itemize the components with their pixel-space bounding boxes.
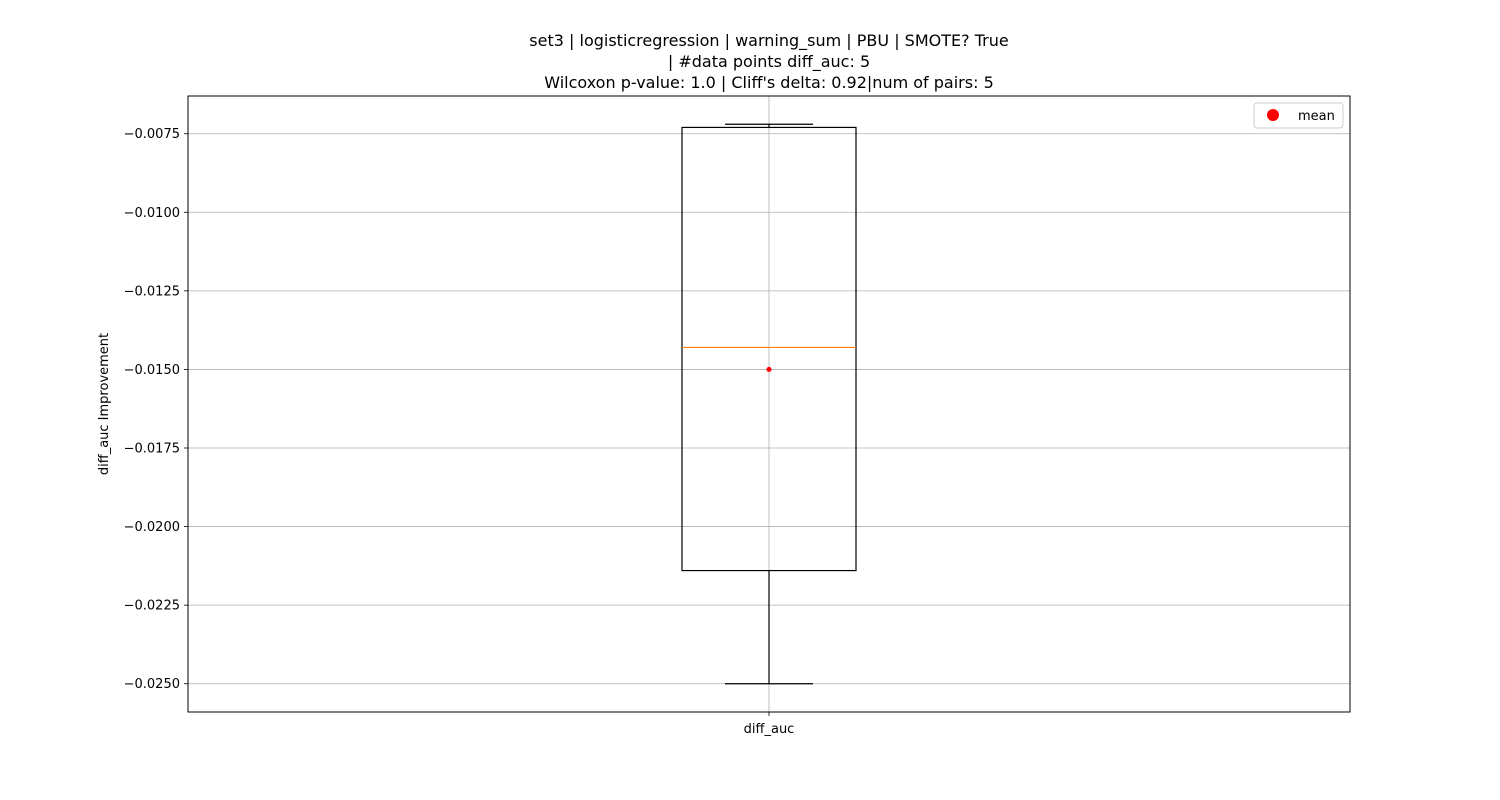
y-tick-label: −0.0250 bbox=[124, 677, 180, 692]
x-tick-label: diff_auc bbox=[744, 722, 795, 737]
tick-layer: −0.0075 −0.0100 −0.0125 −0.0150 −0.0175 −0.02… bbox=[124, 127, 795, 737]
interquartile-box bbox=[681, 126, 857, 572]
y-tick-label: −0.0075 bbox=[124, 127, 180, 142]
y-tick-label: −0.0150 bbox=[124, 363, 180, 378]
box-layer bbox=[681, 123, 857, 685]
y-tick-label: −0.0100 bbox=[124, 206, 180, 221]
legend-mean-label: mean bbox=[1298, 109, 1335, 124]
mean-marker bbox=[766, 366, 772, 372]
y-tick-label: −0.0175 bbox=[124, 442, 180, 457]
chart-title-line-3: Wilcoxon p-value: 1.0 | Cliff's delta: 0… bbox=[544, 73, 994, 92]
legend: mean bbox=[1253, 102, 1344, 129]
legend-mean-marker bbox=[1267, 109, 1279, 121]
chart-title-line-1: set3 | logisticregression | warning_sum … bbox=[529, 31, 1008, 51]
y-tick-label: −0.0125 bbox=[124, 284, 180, 299]
plot-area-frame bbox=[187, 95, 1351, 713]
y-tick-label: −0.0200 bbox=[124, 520, 180, 535]
y-axis-label: diff_auc Improvement bbox=[97, 333, 112, 475]
y-tick-label: −0.0225 bbox=[124, 599, 180, 614]
grid-lines bbox=[188, 96, 1350, 712]
legend-box bbox=[1253, 102, 1344, 129]
chart-title-line-2: | #data points diff_auc: 5 bbox=[668, 52, 870, 72]
